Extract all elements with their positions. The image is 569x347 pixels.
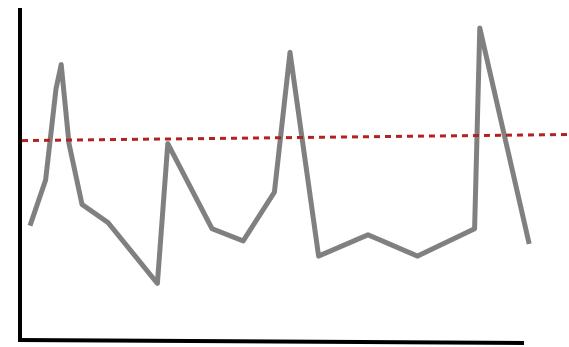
series-layer — [27, 25, 532, 286]
reference-line — [21, 133, 569, 143]
series-line-1 — [27, 25, 532, 286]
reference-layer — [21, 133, 569, 143]
x-axis — [17, 338, 525, 345]
